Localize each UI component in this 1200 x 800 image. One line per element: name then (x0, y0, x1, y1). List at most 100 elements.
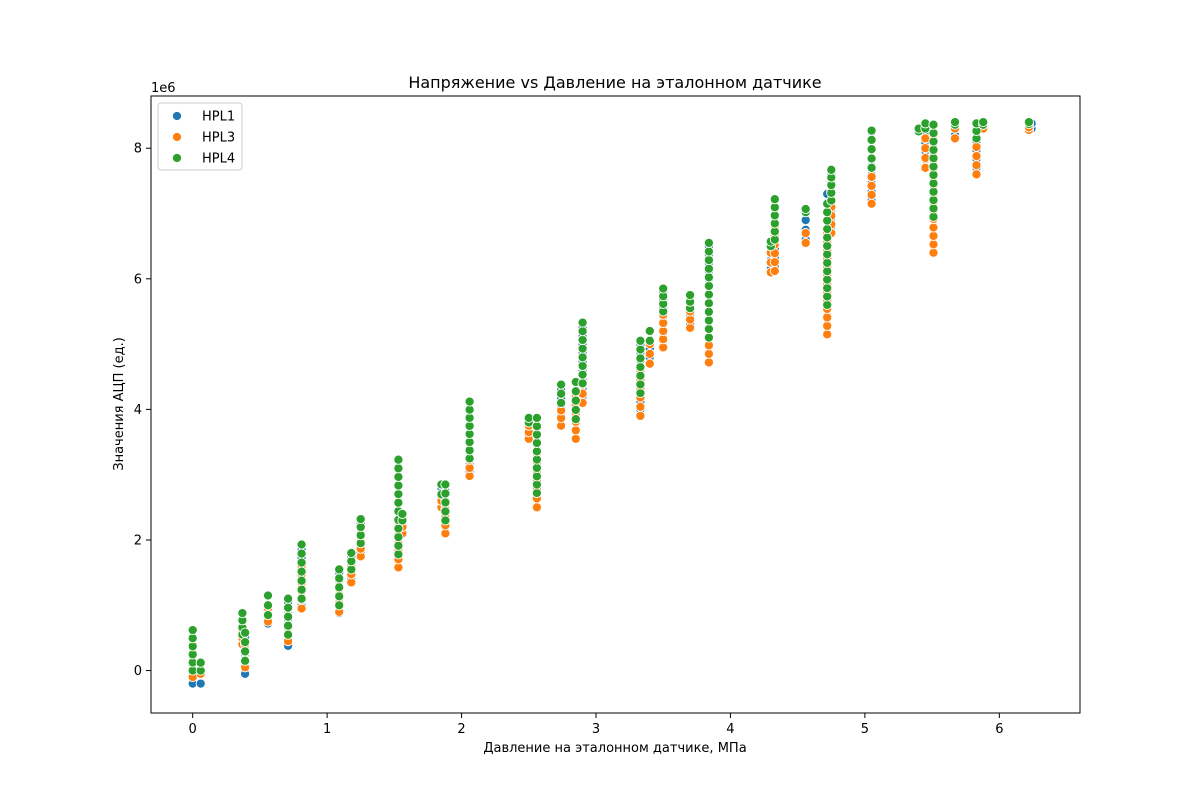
data-point (769, 194, 780, 205)
data-point (769, 265, 780, 277)
data-point (556, 388, 567, 399)
data-point (703, 315, 714, 326)
data-point (464, 396, 475, 407)
data-point (822, 291, 833, 302)
data-point (397, 508, 408, 519)
data-point (769, 257, 780, 268)
legend-label: HPL3 (202, 131, 235, 146)
x-tick-label: 0 (189, 722, 197, 737)
data-point (928, 144, 939, 155)
data-point (570, 425, 581, 436)
data-point (685, 290, 696, 301)
data-point (440, 479, 451, 490)
data-point (393, 480, 404, 491)
data-point (531, 454, 542, 465)
data-point (822, 215, 833, 226)
data-point (703, 272, 714, 283)
data-point (635, 335, 646, 346)
data-point (296, 584, 307, 595)
y-axis-multiplier: 1e6 (151, 81, 176, 96)
y-tick-label: 8 (134, 142, 142, 157)
data-point (703, 298, 714, 309)
data-point (440, 497, 451, 508)
data-point (1023, 117, 1034, 128)
data-point (800, 203, 811, 215)
x-tick-label: 3 (592, 722, 600, 737)
x-tick-label: 1 (323, 722, 331, 737)
data-point (577, 326, 588, 337)
points-layer (187, 117, 1037, 689)
data-point (822, 257, 833, 268)
data-point (296, 593, 307, 604)
data-point (240, 627, 251, 638)
data-point (949, 117, 961, 128)
data-point (703, 332, 714, 343)
data-point (531, 487, 542, 499)
legend-marker (171, 110, 183, 122)
data-point (237, 608, 248, 619)
x-tick-label: 6 (995, 722, 1003, 737)
x-tick-label: 5 (861, 722, 869, 737)
data-point (866, 153, 877, 164)
data-point (577, 343, 588, 354)
data-point (531, 421, 542, 432)
legend: HPL1 HPL3 HPL4 (157, 102, 243, 171)
data-point (971, 169, 982, 180)
data-point (928, 230, 939, 241)
data-point (531, 412, 542, 423)
data-point (635, 370, 646, 381)
data-point (928, 203, 939, 214)
data-point (334, 573, 345, 584)
data-point (570, 414, 581, 425)
data-point (866, 125, 877, 136)
data-point (240, 655, 251, 666)
data-point (866, 134, 877, 145)
data-point (658, 283, 669, 294)
data-point (822, 240, 833, 251)
data-point (393, 540, 404, 551)
data-point (703, 357, 714, 368)
data-point (355, 514, 366, 525)
data-point (703, 237, 714, 248)
data-point (635, 410, 646, 421)
y-tick-label: 4 (134, 403, 142, 418)
data-point (577, 378, 588, 389)
data-point (393, 471, 404, 482)
data-point (635, 361, 646, 373)
data-point (800, 228, 811, 239)
y-tick-label: 2 (134, 533, 142, 548)
data-point (283, 629, 294, 640)
data-point (570, 404, 581, 415)
data-point (822, 249, 833, 260)
data-point (393, 463, 404, 474)
data-point (570, 433, 581, 444)
data-point (822, 283, 833, 294)
data-point (866, 189, 877, 200)
data-point (822, 232, 833, 243)
data-point (928, 128, 939, 139)
data-point (971, 160, 982, 171)
data-point (928, 161, 939, 172)
data-point (928, 222, 939, 233)
legend-marker (171, 152, 183, 164)
data-point (240, 637, 251, 648)
data-point (283, 611, 294, 622)
data-point (262, 610, 274, 621)
data-point (283, 620, 294, 631)
data-point (296, 603, 307, 614)
data-point (296, 566, 307, 577)
data-point (928, 178, 939, 189)
data-point (703, 323, 714, 335)
data-point (296, 575, 307, 586)
data-point (577, 317, 588, 328)
chart-title: Напряжение vs Давление на эталонном датч… (408, 73, 821, 92)
data-point (283, 602, 294, 613)
data-point (635, 401, 646, 412)
data-point (703, 263, 714, 274)
data-point (644, 325, 655, 337)
data-point (187, 625, 198, 636)
data-point (822, 207, 833, 218)
data-point (703, 348, 714, 359)
data-point (822, 299, 833, 310)
